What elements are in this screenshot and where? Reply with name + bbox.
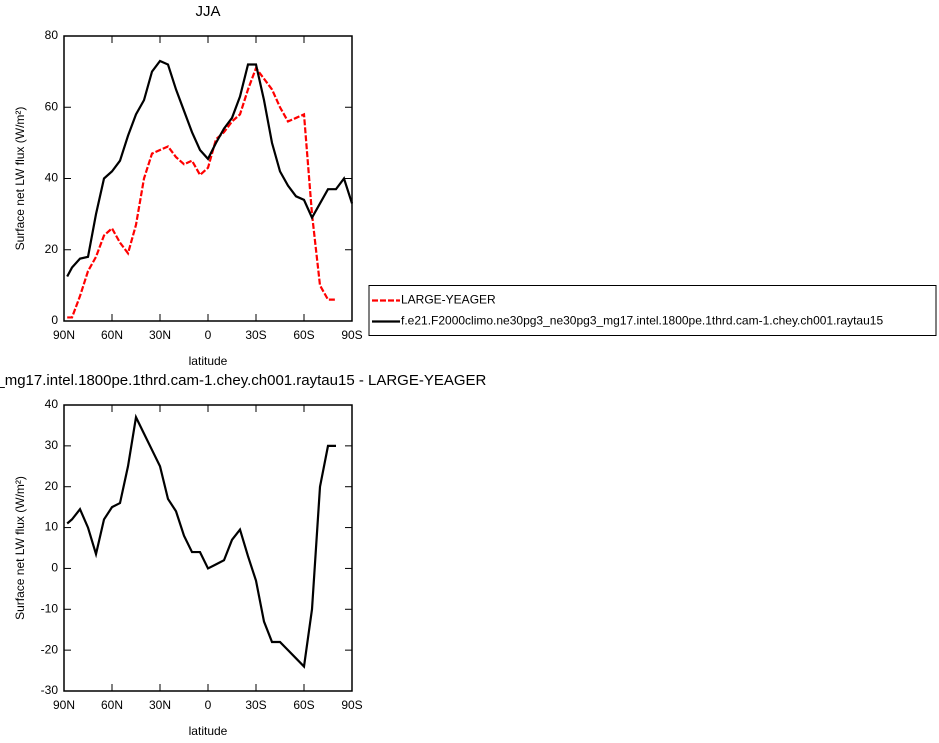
x-tick-label: 90S xyxy=(341,698,362,712)
y-tick-label: 0 xyxy=(51,561,58,575)
y-tick-label: 0 xyxy=(51,313,58,327)
y-tick-label: 20 xyxy=(45,479,59,493)
legend-label: LARGE-YEAGER xyxy=(401,293,496,307)
x-axis-label: latitude xyxy=(189,724,228,738)
data-line xyxy=(66,413,336,669)
y-tick-label: -20 xyxy=(41,642,59,656)
plot-frame xyxy=(63,404,353,692)
x-tick-label: 0 xyxy=(205,328,212,342)
y-tick-label: 40 xyxy=(45,397,59,411)
data-line xyxy=(66,59,354,277)
legend-label: f.e21.F2000climo.ne30pg3_ne30pg3_mg17.in… xyxy=(401,314,883,328)
x-axis-label: latitude xyxy=(189,354,228,368)
x-tick-label: 90N xyxy=(53,328,75,342)
y-tick-label: -30 xyxy=(41,683,59,697)
x-tick-label: 0 xyxy=(205,698,212,712)
y-axis-label: Surface net LW flux (W/m²) xyxy=(13,476,27,620)
plot-frame xyxy=(63,35,353,322)
x-tick-label: 60S xyxy=(293,698,314,712)
legend-box xyxy=(368,285,937,336)
x-tick-label: 90S xyxy=(341,328,362,342)
x-tick-label: 60N xyxy=(101,328,123,342)
x-tick-label: 60N xyxy=(101,698,123,712)
y-axis-label: Surface net LW flux (W/m²) xyxy=(13,107,27,251)
y-tick-label: 20 xyxy=(45,242,59,256)
x-tick-label: 90N xyxy=(53,698,75,712)
data-line xyxy=(67,65,336,319)
x-tick-label: 30S xyxy=(245,328,266,342)
x-tick-label: 30N xyxy=(149,328,171,342)
y-tick-label: 60 xyxy=(45,99,59,113)
x-tick-label: 30S xyxy=(245,698,266,712)
x-tick-label: 30N xyxy=(149,698,171,712)
x-tick-label: 60S xyxy=(293,328,314,342)
y-tick-label: 80 xyxy=(45,28,59,42)
y-tick-label: 40 xyxy=(45,171,59,185)
y-tick-label: 10 xyxy=(45,520,59,534)
y-tick-label: -10 xyxy=(41,601,59,615)
chart-title: JJA xyxy=(195,3,220,20)
chart-title: _ne30pg3_mg17.intel.1800pe.1thrd.cam-1.c… xyxy=(0,372,487,389)
y-tick-label: 30 xyxy=(45,438,59,452)
